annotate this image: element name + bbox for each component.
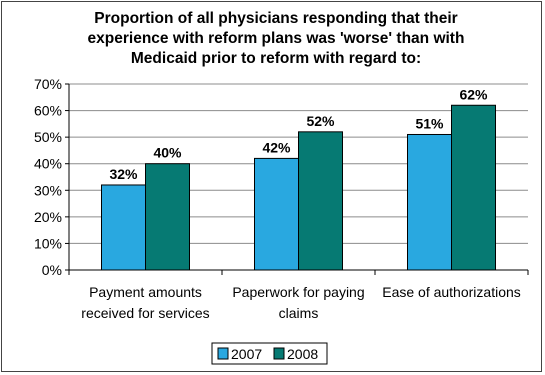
legend-label: 2007 — [231, 346, 262, 362]
bar-2007 — [407, 133, 452, 271]
category-label: Paperwork for paying — [232, 284, 364, 300]
category-label: received for services — [81, 305, 209, 321]
legend-label: 2008 — [287, 346, 318, 362]
y-tick-label: 30% — [34, 182, 62, 198]
chart-title-line: experience with reform plans was 'worse'… — [88, 30, 465, 47]
category-label: claims — [279, 305, 319, 321]
data-label: 42% — [262, 139, 291, 155]
data-label: 51% — [415, 115, 444, 131]
y-tick-label: 70% — [34, 76, 62, 92]
y-tick-label: 50% — [34, 129, 62, 145]
y-tick-label: 40% — [34, 156, 62, 172]
data-label: 40% — [153, 145, 182, 161]
bar-2008 — [451, 104, 496, 271]
data-label: 32% — [109, 166, 138, 182]
bar-2008 — [298, 131, 343, 271]
y-tick-label: 10% — [34, 235, 62, 251]
bar-2007 — [101, 184, 146, 271]
y-tick-label: 20% — [34, 209, 62, 225]
data-label: 62% — [459, 86, 488, 102]
data-label: 52% — [306, 113, 335, 129]
legend-swatch-2008 — [273, 347, 285, 360]
legend-box — [211, 342, 328, 365]
chart-title-line: Medicaid prior to reform with regard to: — [131, 50, 421, 67]
legend-swatch-2007 — [217, 347, 229, 360]
bar-2007 — [254, 157, 299, 271]
category-label: Ease of authorizations — [382, 284, 521, 300]
y-tick-label: 60% — [34, 103, 62, 119]
chart-title-line: Proportion of all physicians responding … — [94, 10, 457, 27]
category-label: Payment amounts — [89, 284, 202, 300]
bar-2008 — [145, 163, 190, 271]
y-tick-label: 0% — [42, 262, 62, 278]
